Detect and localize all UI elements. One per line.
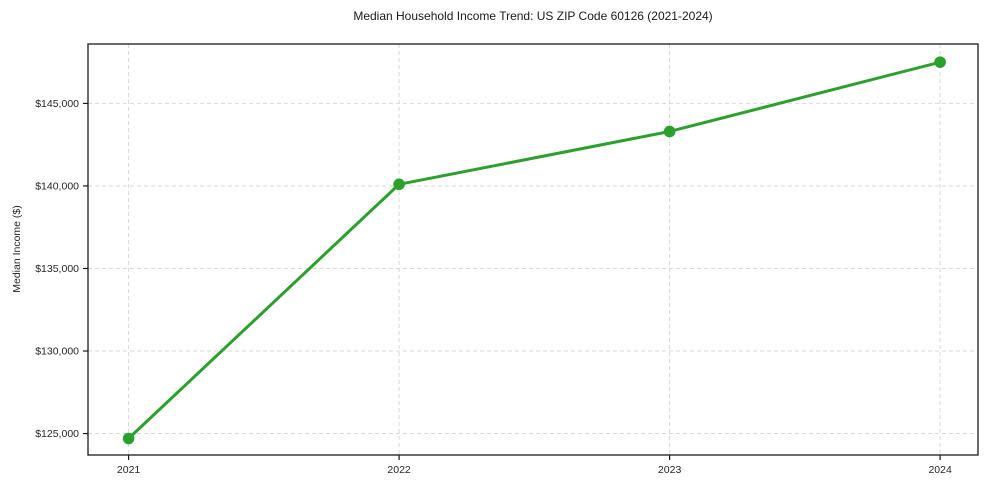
x-tick-label: 2021 [117,464,141,476]
data-point [122,432,135,445]
y-tick-label: $135,000 [35,263,79,275]
plot-border [87,43,979,456]
trend-line [127,60,942,440]
y-tick-label: $130,000 [35,346,79,358]
x-tick-label: 2022 [387,464,411,476]
data-point [934,56,946,68]
chart-title: Median Household Income Trend: US ZIP Co… [353,9,713,23]
y-tick-label: $125,000 [35,428,79,440]
x-tick-label: 2024 [928,464,952,476]
y-tick-label: $145,000 [35,98,79,110]
x-tick-label: 2023 [658,464,682,476]
y-tick-label: $140,000 [35,180,79,192]
data-point [393,178,405,191]
data-point [663,125,676,138]
